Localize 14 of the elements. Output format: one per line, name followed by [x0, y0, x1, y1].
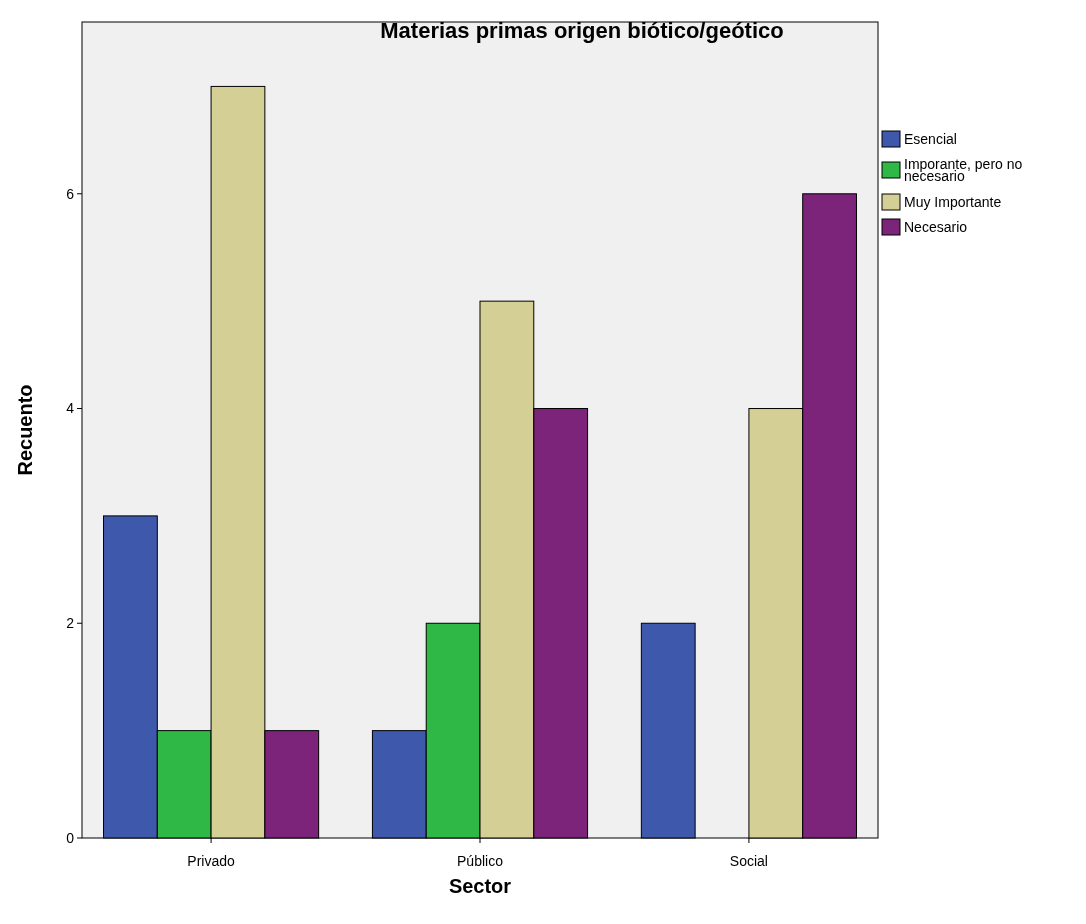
x-tick-label: Privado	[187, 853, 236, 869]
y-axis-title: Recuento	[14, 384, 36, 476]
x-tick-label: Público	[457, 853, 504, 869]
legend-label: Imporante, pero no necesario	[904, 156, 1023, 184]
x-axis-title: Sector	[448, 875, 512, 897]
legend-label: Esencial	[904, 131, 957, 147]
legend-label: Muy Importante	[904, 194, 1002, 210]
legend-label: Necesario	[904, 219, 968, 235]
x-tick-label: Social	[729, 853, 768, 869]
y-tick-label: 6	[66, 185, 75, 202]
chart-title: Materias primas origen biótico/geótico	[380, 18, 784, 43]
y-tick-label: 2	[66, 615, 75, 632]
y-tick-label: 0	[66, 829, 75, 846]
y-tick-label: 4	[66, 400, 75, 417]
